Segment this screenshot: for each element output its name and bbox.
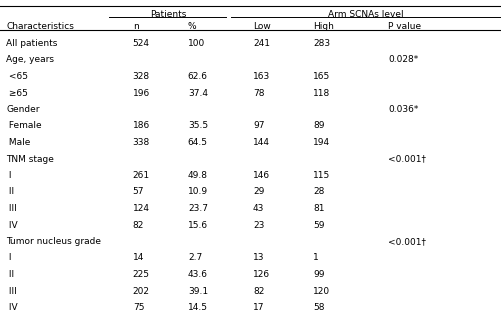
Text: High: High [313, 22, 334, 31]
Text: 97: 97 [253, 122, 265, 131]
Text: 35.5: 35.5 [188, 122, 208, 131]
Text: 163: 163 [253, 72, 270, 81]
Text: IV: IV [6, 303, 18, 312]
Text: 39.1: 39.1 [188, 286, 208, 295]
Text: Male: Male [6, 138, 31, 147]
Text: 283: 283 [313, 39, 330, 48]
Text: 43: 43 [253, 204, 265, 213]
Text: <0.001†: <0.001† [388, 154, 426, 164]
Text: III: III [6, 286, 17, 295]
Text: 126: 126 [253, 270, 270, 279]
Text: Tumor nucleus grade: Tumor nucleus grade [6, 237, 101, 246]
Text: <0.001†: <0.001† [388, 237, 426, 246]
Text: 524: 524 [133, 39, 150, 48]
Text: Arm SCNAs level: Arm SCNAs level [328, 10, 403, 19]
Text: <65: <65 [6, 72, 28, 81]
Text: 75: 75 [133, 303, 144, 312]
Text: 81: 81 [313, 204, 325, 213]
Text: Age, years: Age, years [6, 56, 54, 64]
Text: 58: 58 [313, 303, 325, 312]
Text: 196: 196 [133, 89, 150, 98]
Text: 328: 328 [133, 72, 150, 81]
Text: Low: Low [253, 22, 271, 31]
Text: III: III [6, 204, 17, 213]
Text: 241: 241 [253, 39, 270, 48]
Text: 165: 165 [313, 72, 330, 81]
Text: 1: 1 [313, 253, 319, 263]
Text: 0.036*: 0.036* [388, 105, 419, 114]
Text: 100: 100 [188, 39, 205, 48]
Text: P value: P value [388, 22, 421, 31]
Text: I: I [6, 171, 12, 180]
Text: 120: 120 [313, 286, 330, 295]
Text: 23.7: 23.7 [188, 204, 208, 213]
Text: 64.5: 64.5 [188, 138, 208, 147]
Text: 78: 78 [253, 89, 265, 98]
Text: 10.9: 10.9 [188, 187, 208, 197]
Text: 0.028*: 0.028* [388, 56, 418, 64]
Text: 23: 23 [253, 220, 265, 230]
Text: All patients: All patients [6, 39, 58, 48]
Text: 99: 99 [313, 270, 325, 279]
Text: 57: 57 [133, 187, 144, 197]
Text: ≥65: ≥65 [6, 89, 28, 98]
Text: 37.4: 37.4 [188, 89, 208, 98]
Text: 28: 28 [313, 187, 325, 197]
Text: 2.7: 2.7 [188, 253, 202, 263]
Text: 49.8: 49.8 [188, 171, 208, 180]
Text: Patients: Patients [150, 10, 186, 19]
Text: I: I [6, 253, 12, 263]
Text: 124: 124 [133, 204, 150, 213]
Text: 29: 29 [253, 187, 265, 197]
Text: 15.6: 15.6 [188, 220, 208, 230]
Text: Female: Female [6, 122, 42, 131]
Text: 115: 115 [313, 171, 330, 180]
Text: 144: 144 [253, 138, 270, 147]
Text: 82: 82 [253, 286, 265, 295]
Text: TNM stage: TNM stage [6, 154, 54, 164]
Text: 89: 89 [313, 122, 325, 131]
Text: Gender: Gender [6, 105, 40, 114]
Text: 225: 225 [133, 270, 150, 279]
Text: %: % [188, 22, 196, 31]
Text: 82: 82 [133, 220, 144, 230]
Text: n: n [133, 22, 138, 31]
Text: 59: 59 [313, 220, 325, 230]
Text: IV: IV [6, 220, 18, 230]
Text: 194: 194 [313, 138, 330, 147]
Text: 43.6: 43.6 [188, 270, 208, 279]
Text: 14: 14 [133, 253, 144, 263]
Text: 62.6: 62.6 [188, 72, 208, 81]
Text: 118: 118 [313, 89, 330, 98]
Text: 14.5: 14.5 [188, 303, 208, 312]
Text: II: II [6, 187, 14, 197]
Text: 338: 338 [133, 138, 150, 147]
Text: II: II [6, 270, 14, 279]
Text: 17: 17 [253, 303, 265, 312]
Text: 261: 261 [133, 171, 150, 180]
Text: 13: 13 [253, 253, 265, 263]
Text: 186: 186 [133, 122, 150, 131]
Text: 202: 202 [133, 286, 150, 295]
Text: Characteristics: Characteristics [6, 22, 74, 31]
Text: 146: 146 [253, 171, 270, 180]
